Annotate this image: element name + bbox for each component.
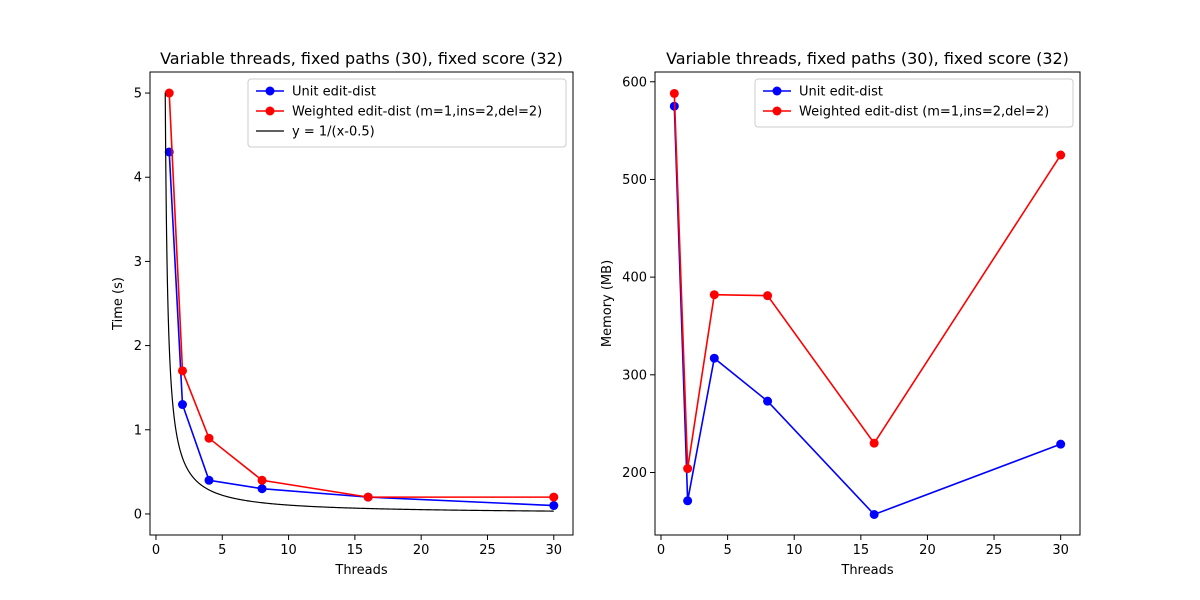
x-tick-label: 0 — [152, 543, 160, 558]
y-tick-label: 0 — [134, 507, 142, 522]
plot-frame — [654, 71, 1081, 536]
y-tick-label: 400 — [622, 271, 647, 286]
legend-entry: Unit edit-dist — [256, 85, 376, 100]
legend-label: y = 1/(x-0.5) — [292, 125, 375, 140]
data-point — [869, 509, 879, 519]
legend-entry: y = 1/(x-0.5) — [256, 125, 375, 140]
chart-title: Variable threads, fixed paths (30), fixe… — [666, 49, 1069, 68]
data-point — [683, 496, 693, 506]
data-point — [763, 396, 773, 406]
x-tick-label: 20 — [413, 543, 430, 558]
legend-swatch-marker — [265, 86, 275, 96]
legend-swatch-marker — [772, 86, 782, 96]
y-tick-label: 200 — [622, 466, 647, 481]
legend-entry: Weighted edit-dist (m=1,ins=2,del=2) — [763, 105, 1049, 120]
data-point — [549, 492, 559, 502]
series-line — [673, 106, 1061, 516]
x-tick-label: 30 — [545, 543, 562, 558]
series-2-1 — [669, 101, 1066, 519]
legend-swatch-marker — [265, 106, 275, 116]
series-1-2 — [164, 88, 559, 502]
data-point — [164, 88, 174, 98]
y-axis-label: Memory (MB) — [600, 260, 615, 347]
y-tick-label: 300 — [622, 368, 647, 383]
legend-entry: Unit edit-dist — [763, 85, 883, 100]
data-point — [204, 475, 214, 485]
data-point — [709, 290, 719, 300]
data-point — [363, 492, 373, 502]
legend: Unit edit-dist Weighted edit-dist (m=1,in… — [754, 78, 1074, 128]
x-tick-label: 5 — [723, 543, 731, 558]
data-point — [177, 366, 187, 376]
chart-title: Variable threads, fixed paths (30), fixe… — [160, 49, 563, 68]
data-point — [1056, 150, 1066, 160]
x-axis-label: Threads — [840, 563, 893, 578]
legend-label: Unit edit-dist — [292, 85, 376, 100]
series-line — [673, 93, 1062, 469]
y-tick-label: 1 — [134, 423, 142, 438]
x-tick-label: 10 — [280, 543, 297, 558]
x-tick-label: 25 — [479, 543, 496, 558]
y-tick-label: 3 — [134, 255, 142, 270]
x-tick-label: 20 — [919, 543, 936, 558]
plot-frame — [149, 71, 574, 536]
legend-label: Weighted edit-dist (m=1,ins=2,del=2) — [799, 105, 1049, 120]
x-tick-label: 15 — [853, 543, 870, 558]
data-point — [683, 464, 693, 474]
data-point — [204, 433, 214, 443]
series-2-2 — [669, 88, 1066, 474]
y-tick-label: 4 — [134, 171, 142, 186]
series-1-1 — [164, 147, 559, 511]
y-tick-label: 2 — [134, 339, 142, 354]
x-tick-label: 30 — [1052, 543, 1069, 558]
x-tick-label: 25 — [986, 543, 1003, 558]
series-1-3 — [164, 93, 554, 512]
series-line — [168, 151, 554, 507]
legend-box — [754, 78, 1074, 128]
x-tick-label: 15 — [347, 543, 364, 558]
series-line — [164, 93, 554, 512]
series-line — [168, 93, 554, 498]
x-tick-label: 10 — [786, 543, 803, 558]
legend-box — [247, 78, 567, 148]
y-tick-label: 500 — [622, 173, 647, 188]
data-point — [257, 484, 267, 494]
data-point — [869, 438, 879, 448]
data-point — [709, 353, 719, 363]
y-tick-label: 5 — [134, 87, 142, 102]
x-axis-label: Threads — [334, 563, 387, 578]
y-axis-label: Time (s) — [111, 277, 126, 331]
data-point — [177, 400, 187, 410]
chart-panel-2: 0 5 10 15 20 25 30 200 300 400 500 600 Variable thre… — [600, 49, 1081, 578]
legend-label: Unit edit-dist — [799, 85, 883, 100]
data-point — [257, 475, 267, 485]
data-point — [763, 291, 773, 301]
legend: Unit edit-dist Weighted edit-dist (m=1,in… — [247, 78, 567, 148]
legend-label: Weighted edit-dist (m=1,ins=2,del=2) — [292, 105, 542, 120]
x-tick-label: 0 — [657, 543, 665, 558]
legend-swatch-marker — [772, 106, 782, 116]
legend-entry: Weighted edit-dist (m=1,ins=2,del=2) — [256, 105, 542, 120]
data-point — [669, 88, 679, 98]
data-point — [1056, 439, 1066, 449]
x-tick-label: 5 — [218, 543, 226, 558]
y-tick-label: 600 — [622, 75, 647, 90]
data-point — [549, 501, 559, 511]
chart-panel-1: 0 5 10 15 20 25 30 0 1 2 3 4 5 Variable threads, fixe… — [111, 49, 574, 578]
